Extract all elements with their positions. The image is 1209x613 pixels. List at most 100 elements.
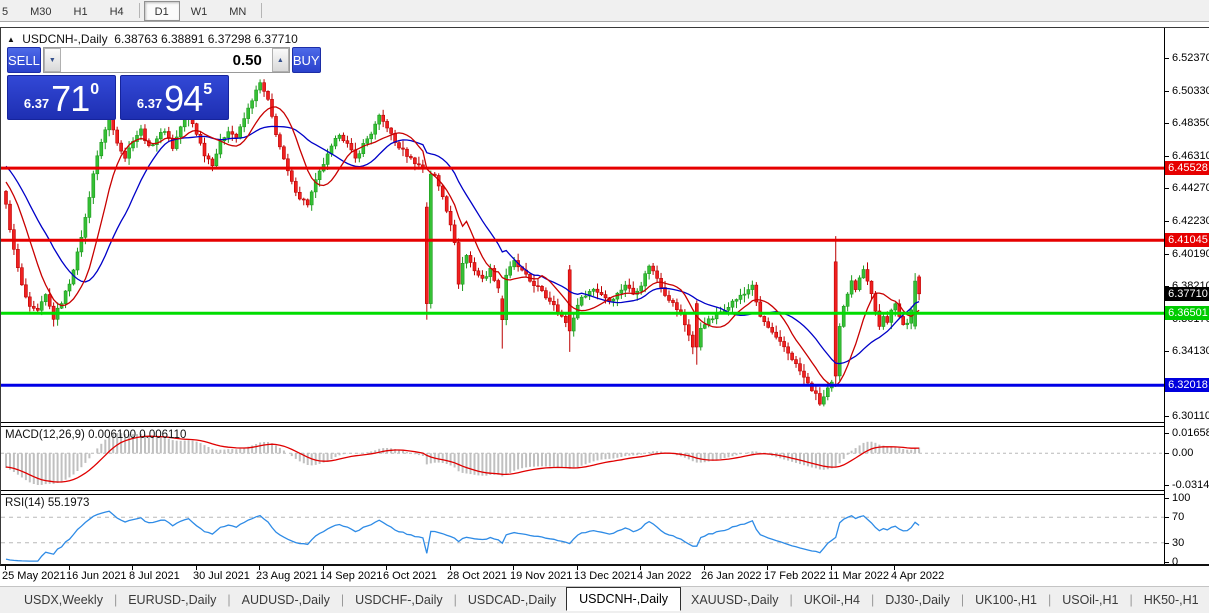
level-price-badge: 6.45528 bbox=[1165, 161, 1209, 175]
time-tick-label: 16 Jun 2021 bbox=[66, 570, 127, 582]
chart-tab-xauusd-daily[interactable]: XAUUSD-,Daily bbox=[690, 593, 779, 607]
chart-tab-usdchf-daily[interactable]: USDCHF-,Daily bbox=[355, 593, 443, 607]
time-tick-label: 17 Feb 2022 bbox=[764, 570, 826, 582]
timeframe-button-W1[interactable]: W1 bbox=[190, 5, 208, 18]
time-tick bbox=[5, 566, 6, 570]
plot-column: ▲ USDCNH-,Daily 6.38763 6.38891 6.37298 … bbox=[1, 28, 1164, 564]
time-tick bbox=[894, 566, 895, 570]
tab-separator: | bbox=[871, 593, 875, 607]
price-tick-label: 6.30110 bbox=[1172, 410, 1209, 422]
time-tick bbox=[196, 566, 197, 570]
chart-ohlc-values: 6.38763 6.38891 6.37298 6.37710 bbox=[114, 32, 298, 46]
time-tick-label: 28 Oct 2021 bbox=[447, 570, 507, 582]
chart-tab-usdcad-daily[interactable]: USDCAD-,Daily bbox=[467, 593, 557, 607]
toolbar-separator bbox=[138, 3, 140, 18]
chart-tab-ukoil-h4[interactable]: UKOil-,H4 bbox=[803, 593, 861, 607]
rsi-label: RSI(14) 55.1973 bbox=[5, 497, 90, 509]
sell-price-big: 71 bbox=[51, 78, 90, 119]
price-tick-label: 6.44270 bbox=[1172, 182, 1209, 194]
price-chart-canvas[interactable] bbox=[1, 28, 1164, 422]
rsi-tick-label: 30 bbox=[1172, 537, 1185, 549]
lot-increase-button[interactable]: ▲ bbox=[271, 48, 289, 72]
panel-resize-handle[interactable] bbox=[1, 490, 1164, 495]
price-tick bbox=[1165, 156, 1169, 157]
time-tick bbox=[831, 566, 832, 570]
time-tick-label: 6 Oct 2021 bbox=[383, 570, 437, 582]
macd-tick-label: 0.00 bbox=[1172, 447, 1194, 459]
time-tick-label: 14 Sep 2021 bbox=[320, 570, 383, 582]
buy-price-button[interactable]: 6.37 94 5 bbox=[120, 75, 229, 120]
one-click-trading-widget: SELL ▼ ▲ BUY 6.37 71 0 6.37 bbox=[7, 47, 321, 120]
chart-header: ▲ USDCNH-,Daily 6.38763 6.38891 6.37298 … bbox=[7, 32, 298, 46]
tab-separator: | bbox=[227, 593, 231, 607]
time-tick bbox=[640, 566, 641, 570]
chart-tab-usdcnh-daily[interactable]: USDCNH-,Daily bbox=[566, 587, 681, 611]
time-tick bbox=[69, 566, 70, 570]
chart-collapse-icon[interactable]: ▲ bbox=[7, 35, 15, 44]
time-tick-label: 19 Nov 2021 bbox=[510, 570, 573, 582]
time-tick-label: 4 Apr 2022 bbox=[891, 570, 945, 582]
chart-tab-usoil-h1[interactable]: USOil-,H1 bbox=[1062, 593, 1119, 607]
tab-separator: | bbox=[113, 593, 118, 607]
price-tick bbox=[1165, 221, 1169, 222]
price-tick-label: 6.50330 bbox=[1172, 85, 1209, 97]
chart-tab-uk100-h1[interactable]: UK100-,H1 bbox=[975, 593, 1037, 607]
timeframe-button-H4[interactable]: H4 bbox=[109, 5, 124, 18]
price-tick-label: 6.34130 bbox=[1172, 345, 1209, 357]
tab-separator: | bbox=[340, 593, 345, 607]
chart-tab-usdx-weekly[interactable]: USDX,Weekly bbox=[24, 593, 103, 607]
time-tick-label: 8 Jul 2021 bbox=[129, 570, 180, 582]
chart-tab-bar: USDX,Weekly | EURUSD-,Daily | AUDUSD-,Daily |… bbox=[0, 586, 1209, 613]
time-tick bbox=[577, 566, 578, 570]
timeframe-button-5[interactable]: 5 bbox=[2, 5, 9, 18]
macd-tick bbox=[1165, 433, 1169, 434]
timeframe-button-H1[interactable]: H1 bbox=[73, 5, 88, 18]
price-tick bbox=[1165, 91, 1169, 92]
rsi-tick-label: 0 bbox=[1172, 556, 1179, 568]
rsi-tick bbox=[1165, 498, 1169, 499]
price-axis[interactable]: 6.52370 6.50330 6.48350 6.46310 6.44270 6.422… bbox=[1164, 28, 1209, 568]
price-tick bbox=[1165, 188, 1169, 189]
rsi-canvas[interactable] bbox=[1, 495, 1164, 563]
chart-tab-audusd-daily[interactable]: AUDUSD-,Daily bbox=[241, 593, 330, 607]
macd-panel: MACD(12,26,9) 0.006100 0.006110 bbox=[1, 427, 1164, 490]
rsi-tick bbox=[1165, 562, 1169, 563]
price-tick bbox=[1165, 351, 1169, 352]
current-price-badge: 6.37710 bbox=[1165, 287, 1209, 301]
chart-tab-dj30-daily[interactable]: DJ30-,Daily bbox=[885, 593, 950, 607]
sell-price-button[interactable]: 6.37 71 0 bbox=[7, 75, 116, 120]
price-tick-label: 6.42230 bbox=[1172, 215, 1209, 227]
timeframe-button-M30[interactable]: M30 bbox=[30, 5, 52, 18]
tab-separator: | bbox=[1047, 593, 1052, 607]
timeframe-button-D1[interactable]: D1 bbox=[143, 0, 180, 21]
time-tick bbox=[132, 566, 133, 570]
price-tick-label: 6.52370 bbox=[1172, 52, 1209, 64]
panel-resize-handle[interactable] bbox=[1, 422, 1164, 427]
lot-size-input[interactable] bbox=[60, 48, 272, 72]
buy-button[interactable]: BUY bbox=[291, 47, 321, 73]
tab-separator: | bbox=[453, 593, 457, 607]
buy-price-prefix: 6.37 bbox=[136, 96, 163, 111]
time-axis[interactable]: 25 May 2021 16 Jun 2021 8 Jul 2021 30 Jul 2… bbox=[0, 566, 1209, 586]
macd-tick bbox=[1165, 453, 1169, 454]
macd-label: MACD(12,26,9) 0.006100 0.006110 bbox=[5, 429, 187, 441]
time-tick-label: 25 May 2021 bbox=[2, 570, 66, 582]
time-tick-label: 23 Aug 2021 bbox=[256, 570, 318, 582]
time-tick bbox=[386, 566, 387, 570]
level-price-badge: 6.36501 bbox=[1165, 306, 1209, 320]
macd-tick-label: -0.031421 bbox=[1172, 479, 1209, 491]
tab-separator: | bbox=[960, 593, 965, 607]
rsi-panel: RSI(14) 55.1973 bbox=[1, 495, 1164, 563]
timeframe-toolbar: 5 M30 H1 H4 D1 W1 MN bbox=[0, 0, 1209, 22]
rsi-tick-label: 100 bbox=[1172, 492, 1191, 504]
sell-button[interactable]: SELL bbox=[7, 47, 41, 73]
price-tick bbox=[1165, 254, 1169, 255]
buy-price-sup: 5 bbox=[203, 81, 213, 98]
lot-decrease-button[interactable]: ▼ bbox=[43, 48, 61, 72]
timeframe-button-MN[interactable]: MN bbox=[229, 5, 247, 18]
chart-tab-eurusd-daily[interactable]: EURUSD-,Daily bbox=[128, 593, 217, 607]
macd-canvas[interactable] bbox=[1, 427, 1164, 490]
chart-tab-hk50-h1[interactable]: HK50-,H1 bbox=[1143, 593, 1199, 607]
time-tick-label: 13 Dec 2021 bbox=[574, 570, 637, 582]
chart-symbol-label: USDCNH-,Daily bbox=[22, 32, 108, 46]
